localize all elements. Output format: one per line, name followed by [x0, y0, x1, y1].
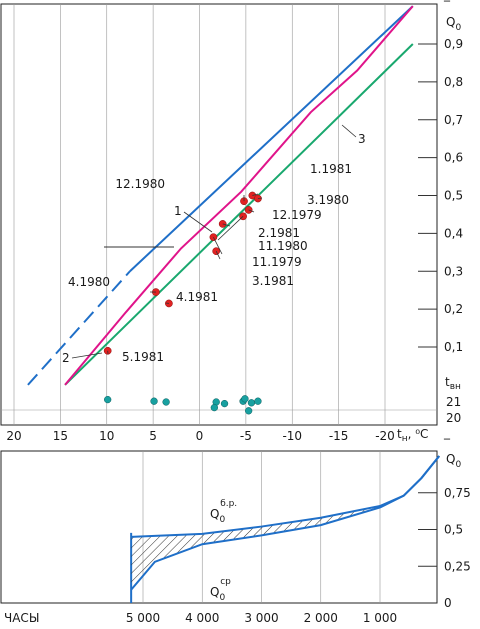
indoor-point-4	[220, 399, 229, 408]
series-3-line	[64, 43, 414, 386]
indoor-point-9	[254, 397, 262, 405]
indoor-point-10	[245, 407, 253, 415]
indoor-point-1	[150, 397, 158, 405]
y-tick-label-3: 0,4	[444, 226, 463, 240]
x-tick-label-2: 10	[99, 429, 114, 443]
series-1-line	[64, 5, 414, 386]
point-label-11.1980: 11.1980	[258, 239, 308, 253]
bottom-x-tick-label-0: 5 000	[126, 611, 160, 625]
bottom-chart: 5 000 4 000 3 000 2 000 1 000 0,25 0,5 0,75 0 Q0…	[0, 437, 471, 625]
y-tick-label-6: 0,7	[444, 113, 463, 127]
y-tick-label-7: 0,8	[444, 75, 463, 89]
y-tick-label-5: 0,6	[444, 151, 463, 165]
top-chart: 12.19801.19813.198012.19792.198111.19801…	[0, 0, 463, 444]
top-ticks-group: 0,1 0,2 0,3 0,4 0,5 0,6 0,7 0,8 0,9 20 15 10 5 0 -5 -10…	[6, 37, 463, 443]
x-tick-label-6: -10	[282, 429, 302, 443]
point-label-11.1979: 11.1979	[252, 255, 302, 269]
y-tick-label-4: 0,5	[444, 189, 463, 203]
indoor-point-7	[241, 395, 249, 403]
bottom-x-tick-label-1: 4 000	[185, 611, 219, 625]
series-2-line	[129, 5, 414, 272]
indoor-point-5	[210, 403, 218, 412]
bottom-x-tick-label-3: 2 000	[304, 611, 338, 625]
leader-2.1981	[222, 223, 231, 227]
annotation-2: 2	[62, 351, 70, 365]
bottom-plot-frame	[0, 450, 438, 604]
leader-3.1981	[215, 251, 221, 260]
top-ylabel: Q0	[446, 15, 461, 33]
bottom-series-group	[130, 455, 441, 591]
point-label-1.1981: 1.1981	[310, 162, 352, 176]
y-tick-label-0: 0,1	[444, 340, 463, 354]
point-label-3.1980: 3.1980	[307, 193, 349, 207]
x-tick-label-4: 0	[196, 429, 204, 443]
bottom-xlabel: ЧАСЫ	[4, 611, 39, 625]
leader-11.1980	[217, 216, 244, 241]
point-label-5.1981: 5.1981	[122, 350, 164, 364]
point-label-4.1980: 4.1980	[68, 275, 110, 289]
indoor-point-0	[104, 395, 112, 404]
tvn-label: tвн	[445, 375, 461, 392]
top-series-group	[27, 5, 414, 386]
indoor-points-group	[104, 395, 262, 415]
annotation-1-leader	[183, 211, 213, 233]
leader-1.1981	[252, 193, 259, 196]
leader-11.1979	[213, 236, 223, 255]
annotation-1: 1	[174, 204, 182, 218]
tvn-tick-label-1: 20	[446, 411, 461, 425]
x-tick-label-8: -20	[375, 429, 395, 443]
bottom-ylabel: Q0	[446, 452, 461, 470]
top-xlabel: tн, ⁰C	[397, 427, 428, 444]
tvn-tick-label-0: 21	[446, 395, 461, 409]
y-tick-label-1: 0,2	[444, 302, 463, 316]
q-br-label: Q0б.р.	[210, 499, 237, 525]
indoor-point-8	[247, 399, 256, 407]
q-sr-label: Q0ср	[210, 577, 231, 603]
x-tick-label-7: -15	[329, 429, 349, 443]
annotation-3: 3	[358, 132, 366, 146]
point-12.1979	[244, 206, 253, 214]
bottom-x-tick-label-2: 3 000	[244, 611, 278, 625]
bottom-ylabel-bar: ‾	[443, 437, 451, 451]
series-2-dashed-line	[27, 270, 131, 386]
x-tick-label-3: 5	[149, 429, 157, 443]
point-label-12.1979: 12.1979	[272, 208, 322, 222]
bottom-y-tick-label-1: 0,5	[444, 523, 463, 537]
bottom-y-tick-label-zero: 0	[444, 596, 452, 610]
point-label-4.1981: 4.1981	[176, 290, 218, 304]
q-sr-curve	[130, 455, 441, 591]
indoor-point-2	[162, 398, 170, 406]
point-label-3.1981: 3.1981	[252, 274, 294, 288]
bottom-ticks-group: 5 000 4 000 3 000 2 000 1 000 0,25 0,5 0,75 0	[126, 486, 471, 625]
x-tick-label-1: 15	[53, 429, 68, 443]
point-label-2.1981: 2.1981	[258, 226, 300, 240]
bottom-x-tick-label-4: 1 000	[363, 611, 397, 625]
leader-12.1979	[248, 209, 255, 213]
point-3.1981	[212, 247, 221, 256]
y-tick-label-8: 0,9	[444, 37, 463, 51]
bottom-y-tick-label-0: 0,25	[444, 559, 471, 573]
y-tick-label-2: 0,3	[444, 264, 463, 278]
annotation-2-leader	[71, 352, 103, 359]
top-plot-frame	[0, 3, 438, 426]
x-tick-label-0: 20	[6, 429, 21, 443]
top-ylabel-bar: ‾	[443, 0, 451, 13]
bottom-y-tick-label-2: 0,75	[444, 486, 471, 500]
top-annotations-group: 1 2 3	[62, 124, 366, 365]
leader-3.1980	[257, 197, 263, 199]
x-tick-label-5: -5	[240, 429, 252, 443]
point-label-12.1980: 12.1980	[115, 177, 165, 191]
top-gridlines	[1, 4, 437, 425]
annotation-3-leader	[341, 124, 357, 138]
